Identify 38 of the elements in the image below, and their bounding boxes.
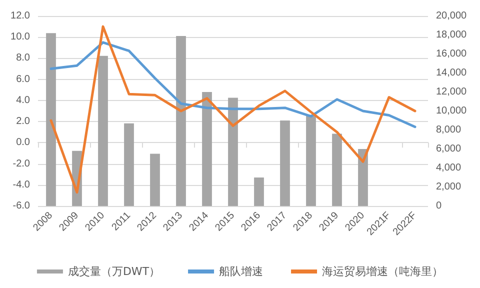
y2-tick-label: 14,000	[436, 68, 468, 78]
bar	[176, 36, 186, 206]
y-tick-label: 0.0	[16, 137, 30, 148]
bar	[202, 92, 212, 206]
bar	[98, 56, 108, 206]
y-tick-label: 6.0	[16, 74, 30, 85]
bar	[254, 178, 264, 206]
bar	[306, 114, 316, 206]
y2-tick-label: 18,000	[436, 30, 468, 40]
bar	[46, 33, 56, 206]
y2-tick-label: 8,000	[436, 124, 462, 136]
y-tick-label: 4.0	[16, 94, 30, 106]
bar	[150, 154, 160, 206]
bar	[280, 120, 290, 206]
line-series	[50, 41, 416, 128]
bar	[332, 134, 342, 206]
bar	[228, 98, 238, 206]
y2-tick-label: 0	[436, 200, 442, 212]
y2-tick-label: 4,000	[436, 162, 462, 174]
y-tick-label: -4.0	[12, 179, 30, 190]
legend-label: 海运贸易增速（吨海里）	[322, 265, 444, 278]
y-tick-label: 8.0	[16, 52, 30, 64]
y2-tick-label: 6,000	[436, 144, 462, 154]
bar	[358, 149, 368, 206]
y-tick-label: 12.0	[10, 10, 30, 22]
y-tick-label: 2.0	[16, 116, 30, 128]
y2-tick-label: 10,000	[436, 106, 468, 116]
line-series	[50, 25, 416, 194]
legend-label: 成交量（万DWT）	[68, 265, 160, 278]
y-tick-label: -2.0	[12, 158, 30, 170]
y2-tick-label: 12,000	[436, 86, 468, 98]
y2-tick-label: 20,000	[436, 10, 468, 22]
legend-label: 船队增速	[219, 265, 264, 278]
y2-tick-label: 2,000	[436, 182, 462, 192]
y2-tick-label: 16,000	[436, 48, 468, 60]
y-tick-label: -6.0	[12, 200, 30, 212]
y-tick-label: 10.0	[10, 32, 30, 43]
bar	[124, 123, 134, 206]
